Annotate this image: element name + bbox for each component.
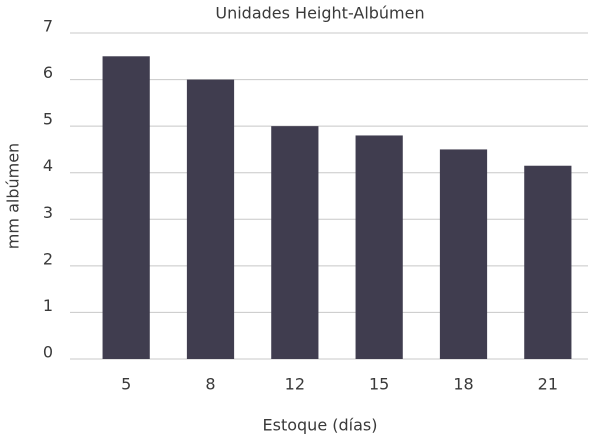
- x-tick-label: 21: [538, 375, 558, 394]
- bar: [186, 79, 235, 360]
- y-tick-label: 1: [43, 296, 53, 315]
- y-axis-label: mm albúmen: [4, 143, 23, 249]
- y-tick-label: 0: [43, 343, 53, 362]
- x-tick-label: 12: [285, 375, 305, 394]
- bar: [355, 135, 403, 359]
- y-tick-label: 7: [43, 17, 53, 36]
- x-tick-label: 5: [121, 375, 131, 394]
- y-tick-label: 2: [43, 249, 53, 268]
- bar: [524, 165, 572, 359]
- x-tick-label: 8: [205, 375, 215, 394]
- y-tick-label: 4: [43, 156, 53, 175]
- bar: [271, 126, 319, 360]
- x-tick-label: 15: [369, 375, 389, 394]
- bar: [439, 149, 488, 359]
- y-tick-label: 6: [43, 63, 53, 82]
- x-axis-label: Estoque (días): [263, 416, 378, 435]
- y-tick-label: 3: [43, 203, 53, 222]
- chart-title: Unidades Height-Albúmen: [215, 4, 424, 23]
- x-tick-label: 18: [453, 375, 473, 394]
- bar: [102, 56, 150, 360]
- y-tick-label: 5: [43, 110, 53, 129]
